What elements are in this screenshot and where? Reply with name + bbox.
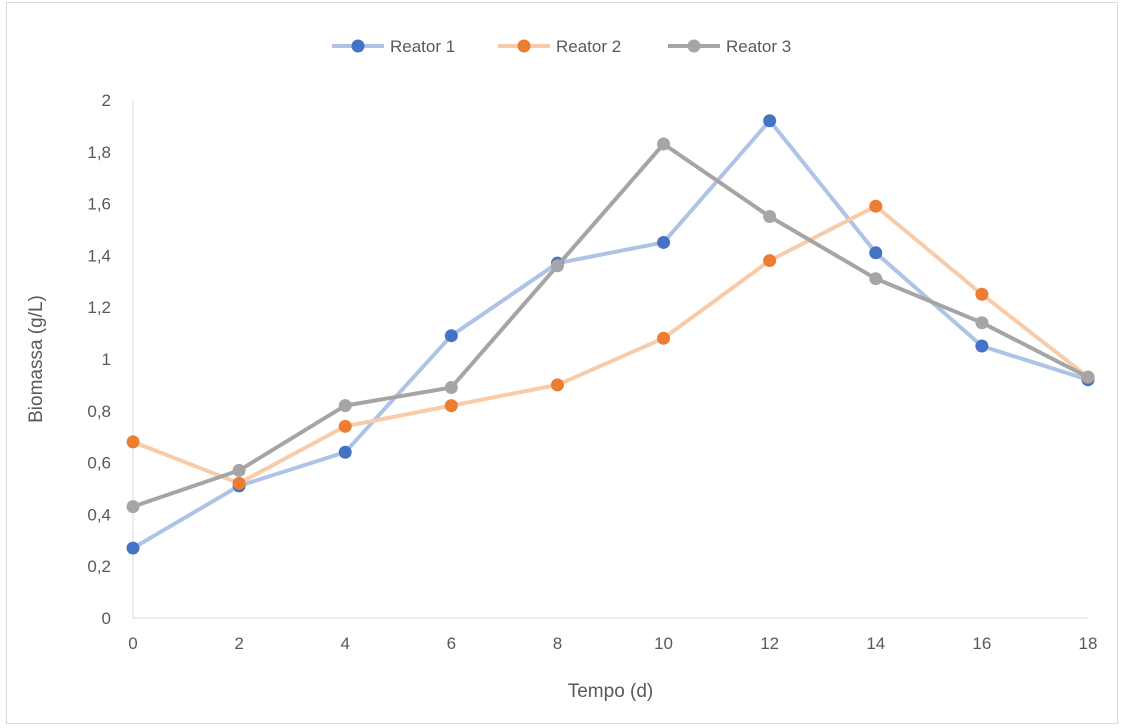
legend-label: Reator 2	[556, 37, 621, 56]
y-tick-label: 1	[102, 350, 111, 369]
data-point	[338, 419, 352, 433]
legend-label: Reator 3	[726, 37, 791, 56]
legend-item: Reator 1	[332, 37, 455, 56]
y-tick-label: 2	[102, 91, 111, 110]
legend-item: Reator 3	[668, 37, 791, 56]
x-tick-label: 2	[234, 634, 243, 653]
x-tick-label: 4	[340, 634, 349, 653]
data-point	[444, 380, 458, 394]
data-point	[338, 445, 352, 459]
legend: Reator 1 Reator 2 Reator 3	[332, 37, 791, 56]
data-point	[657, 137, 671, 151]
data-point	[126, 500, 140, 514]
legend-marker	[351, 39, 365, 53]
x-tick-label: 8	[553, 634, 562, 653]
legend-item: Reator 2	[498, 37, 621, 56]
data-point	[232, 476, 246, 490]
y-tick-label: 1,8	[87, 143, 111, 162]
series-group	[126, 114, 1095, 555]
y-tick-label: 1,6	[87, 195, 111, 214]
data-point	[975, 339, 989, 353]
data-point	[550, 378, 564, 392]
x-tick-label: 12	[760, 634, 779, 653]
data-point	[1081, 370, 1095, 384]
data-point	[869, 246, 883, 260]
y-tick-label: 1,2	[87, 298, 111, 317]
y-tick-label: 0	[102, 609, 111, 628]
data-point	[444, 329, 458, 343]
chart-frame	[6, 2, 1118, 724]
y-tick-label: 0,2	[87, 557, 111, 576]
series-line	[131, 118, 1090, 551]
data-point	[869, 199, 883, 213]
x-tick-label: 0	[128, 634, 137, 653]
legend-label: Reator 1	[390, 37, 455, 56]
y-axis-title: Biomassa (g/L)	[26, 295, 47, 423]
data-point	[126, 435, 140, 449]
series-line	[131, 142, 1090, 509]
x-tick-label: 6	[447, 634, 456, 653]
x-axis-ticks: 0 2 4 6 8 10 12 14 16 18	[128, 634, 1097, 653]
data-point	[550, 259, 564, 273]
series-3	[126, 137, 1095, 514]
data-point	[338, 399, 352, 413]
legend-marker	[687, 39, 701, 53]
data-point	[763, 114, 777, 128]
x-tick-label: 18	[1079, 634, 1098, 653]
data-point	[657, 331, 671, 345]
x-tick-label: 14	[866, 634, 885, 653]
legend-marker	[517, 39, 531, 53]
y-tick-label: 0,6	[87, 454, 111, 473]
y-tick-label: 1,4	[87, 246, 111, 265]
data-point	[126, 541, 140, 555]
series-line	[131, 204, 1090, 486]
x-axis-title: Tempo (d)	[568, 681, 654, 702]
y-tick-label: 0,4	[87, 505, 111, 524]
y-tick-label: 0,8	[87, 402, 111, 421]
data-point	[975, 316, 989, 330]
data-point	[232, 463, 246, 477]
x-tick-label: 16	[972, 634, 991, 653]
y-axis-ticks: 0 0,2 0,4 0,6 0,8 1 1,2 1,4 1,6 1,8 2	[87, 91, 111, 628]
series-2	[126, 199, 1095, 490]
data-point	[444, 399, 458, 413]
x-tick-label: 10	[654, 634, 673, 653]
series-1	[126, 114, 1095, 555]
data-point	[869, 272, 883, 286]
data-point	[657, 235, 671, 249]
data-point	[763, 254, 777, 268]
data-point	[975, 287, 989, 301]
data-point	[763, 210, 777, 224]
